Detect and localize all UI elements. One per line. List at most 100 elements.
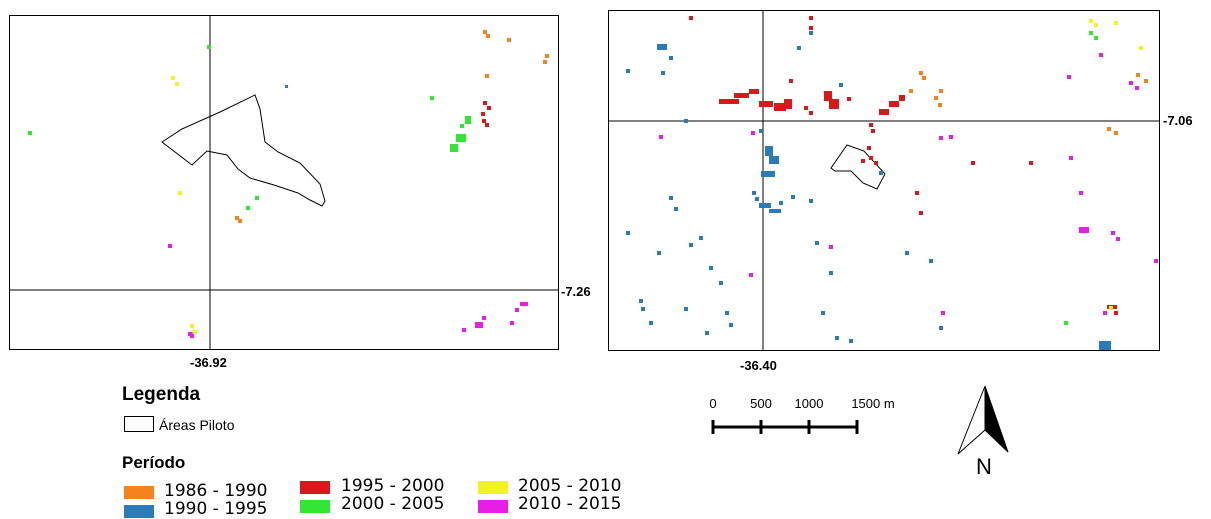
change-pixel	[797, 46, 801, 50]
change-pixel	[285, 85, 288, 88]
change-pixel	[235, 216, 239, 220]
change-pixel	[829, 245, 833, 249]
change-pixel	[193, 330, 197, 334]
latitude-label-left: -7.26	[561, 284, 591, 299]
change-pixel	[809, 26, 813, 30]
change-pixel	[809, 16, 813, 20]
change-pixel	[1139, 46, 1143, 50]
change-pixel	[669, 196, 673, 200]
change-pixel	[450, 144, 458, 152]
change-pixel	[1116, 237, 1120, 241]
scale-tick-label: 1500 m	[851, 396, 894, 411]
change-pixel	[869, 156, 873, 160]
change-pixel	[755, 197, 759, 201]
change-pixel	[649, 321, 653, 325]
scale-bar: 0 500 1000 1500 m	[709, 396, 895, 434]
pilot-area-swatch	[124, 416, 154, 432]
change-pixel	[168, 244, 172, 248]
change-pixel	[939, 89, 943, 93]
change-pixel	[829, 99, 839, 109]
change-pixel	[669, 56, 673, 60]
change-pixel	[487, 106, 491, 110]
change-pixel	[482, 316, 486, 320]
change-pixel	[734, 93, 749, 98]
change-pixel	[1144, 79, 1148, 83]
change-pixel	[709, 266, 713, 270]
change-pixel	[486, 34, 490, 38]
change-pixel	[1089, 19, 1093, 23]
change-pixel	[874, 161, 878, 165]
change-pixel	[705, 331, 709, 335]
change-pixel	[761, 171, 775, 177]
change-pixel	[1111, 231, 1115, 235]
change-pixel	[1069, 156, 1073, 160]
change-pixel	[178, 191, 182, 195]
change-pixel	[922, 76, 926, 80]
change-pixel	[207, 45, 211, 49]
change-pixel	[824, 91, 832, 101]
change-pixel	[507, 38, 511, 42]
legend-swatch-1995-2000	[300, 481, 330, 494]
legend-label-1990-1995: 1990 - 1995	[164, 499, 268, 519]
change-pixel	[934, 96, 938, 100]
change-pixel	[481, 112, 485, 116]
change-pixel	[909, 89, 913, 93]
change-pixel	[520, 302, 528, 306]
change-pixel	[789, 79, 793, 83]
change-pixel	[246, 206, 250, 210]
map-panel-right	[608, 10, 1160, 351]
change-pixel	[867, 146, 871, 150]
change-pixel	[510, 321, 514, 325]
change-pixel	[815, 241, 819, 245]
change-pixel	[475, 322, 483, 328]
pilot-area-label: Áreas Piloto	[159, 417, 235, 433]
north-arrow-right-half	[984, 385, 1009, 453]
change-pixel	[657, 44, 667, 50]
change-pixel	[1114, 311, 1118, 315]
change-pixel	[791, 195, 795, 199]
change-pixel	[719, 281, 723, 285]
change-pixel	[769, 209, 781, 213]
change-pixel	[938, 103, 942, 107]
change-pixel	[861, 159, 865, 163]
change-pixel	[889, 101, 899, 107]
change-pixel	[1103, 311, 1107, 315]
change-pixel	[765, 146, 773, 156]
legend-swatch-2000-2005	[300, 500, 330, 513]
change-pixel	[809, 111, 813, 115]
change-pixel	[28, 131, 32, 135]
change-pixel	[749, 273, 753, 277]
change-pixel	[1114, 131, 1118, 135]
change-pixel	[1135, 86, 1139, 90]
change-pixel	[915, 191, 919, 195]
change-pixel	[626, 69, 630, 73]
change-pixel	[175, 82, 179, 86]
change-pixel	[929, 259, 933, 263]
change-pixel	[674, 207, 678, 211]
change-pixel	[839, 83, 843, 87]
change-pixel	[483, 30, 487, 34]
change-pixel	[171, 76, 175, 80]
change-pixel	[752, 191, 756, 195]
change-pixel	[483, 101, 487, 105]
latitude-label-right: -7.06	[1163, 113, 1193, 128]
change-pixel	[699, 236, 703, 240]
change-pixel	[1079, 191, 1083, 195]
change-pixel	[1136, 73, 1140, 77]
change-pixel	[919, 211, 923, 215]
change-pixel	[684, 307, 688, 311]
pilot-area-polygon	[161, 94, 326, 207]
change-pixel	[899, 95, 905, 101]
change-pixel	[905, 251, 909, 255]
change-pixel	[430, 96, 434, 100]
change-pixel	[971, 161, 975, 165]
change-pixel	[482, 119, 486, 123]
longitude-label-left: -36.92	[190, 355, 227, 370]
change-pixel	[543, 60, 547, 64]
legend-label-2010-2015: 2010 - 2015	[518, 494, 622, 514]
change-pixel	[729, 323, 733, 327]
change-pixel	[639, 299, 643, 303]
legend-swatch-1986-1990	[124, 486, 154, 499]
change-pixel	[1064, 321, 1068, 325]
scale-tick-label: 1000	[795, 396, 824, 411]
